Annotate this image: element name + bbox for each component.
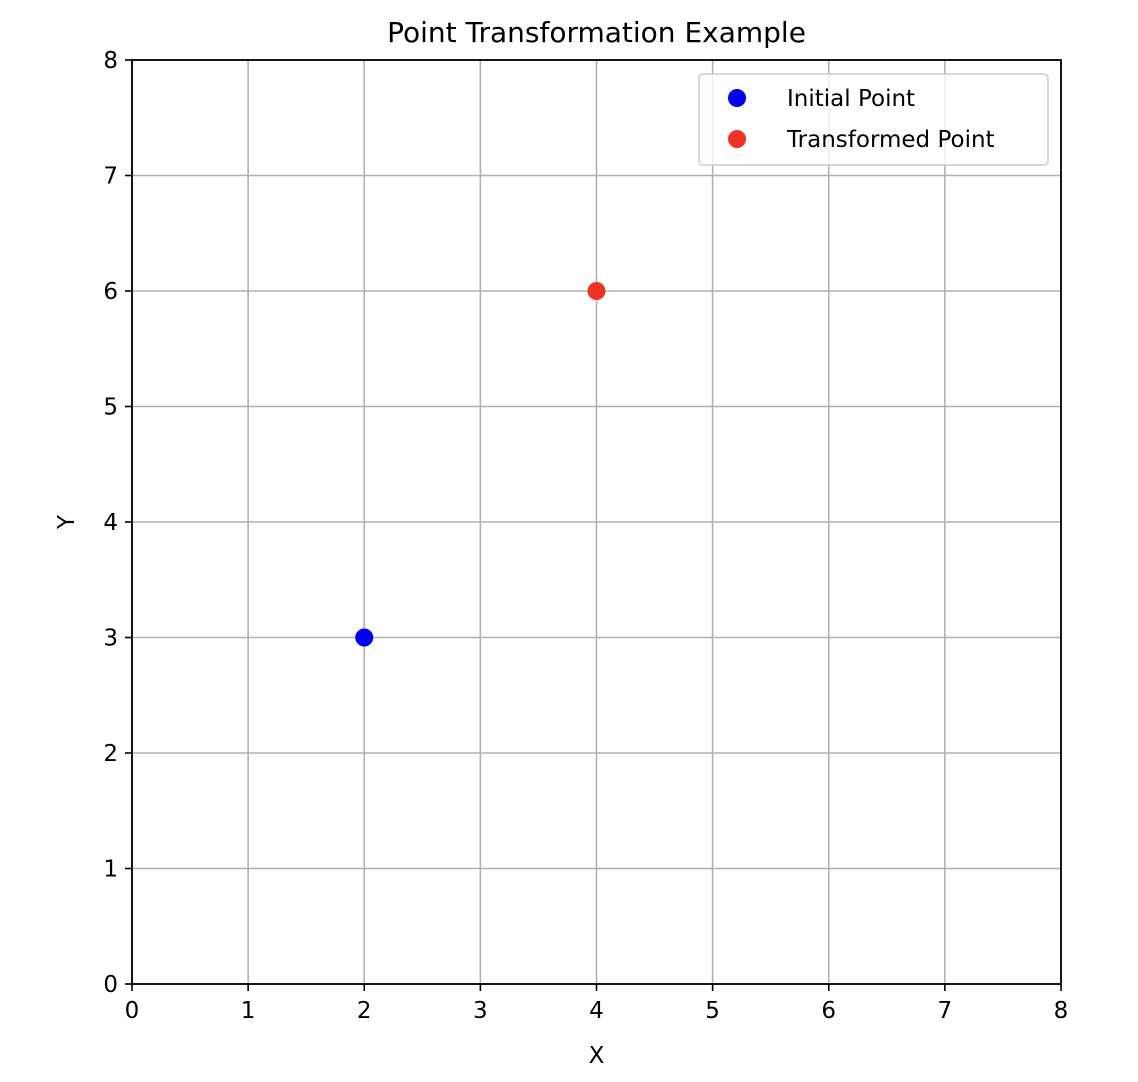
legend-marker (728, 89, 746, 107)
y-tick-label: 4 (103, 510, 118, 536)
y-tick-label: 5 (103, 395, 118, 421)
y-tick-label: 6 (103, 279, 118, 305)
x-tick-label: 0 (125, 998, 140, 1024)
y-tick-label: 7 (103, 164, 118, 190)
x-tick-label: 5 (705, 998, 720, 1024)
x-tick-label: 6 (821, 998, 836, 1024)
x-tick-label: 2 (357, 998, 372, 1024)
x-tick-label: 8 (1054, 998, 1069, 1024)
legend-box (698, 73, 1049, 166)
legend-label: Initial Point (787, 86, 915, 112)
chart-title: Point Transformation Example (387, 16, 806, 49)
y-tick-label: 0 (103, 972, 118, 998)
legend: Initial Point Transformed Point (698, 73, 1049, 166)
x-tick-label: 4 (589, 998, 604, 1024)
y-tick-label: 8 (103, 48, 118, 74)
data-point (587, 282, 606, 300)
x-tick-label: 3 (473, 998, 488, 1024)
y-tick-label: 3 (103, 626, 118, 652)
axis-ticks: 0 1 2 3 4 5 6 7 8 0 1 2 3 4 5 6 7 8 (103, 48, 1068, 1024)
x-tick-label: 7 (938, 998, 953, 1024)
data-points (355, 282, 606, 647)
data-point (355, 628, 374, 647)
y-tick-label: 2 (103, 741, 118, 767)
x-tick-label: 1 (241, 998, 256, 1024)
legend-label: Transformed Point (786, 127, 995, 153)
legend-marker (728, 130, 746, 148)
x-axis-label: X (589, 1043, 605, 1069)
y-tick-label: 1 (103, 857, 118, 883)
y-axis-label: Y (54, 514, 80, 530)
